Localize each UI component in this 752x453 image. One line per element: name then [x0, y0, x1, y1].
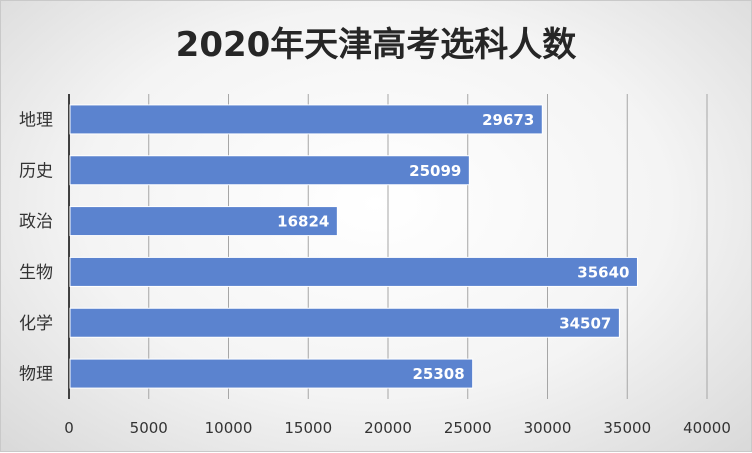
- category-label: 物理: [19, 365, 53, 385]
- x-tick-label: 25000: [444, 419, 492, 437]
- bar: [69, 358, 474, 389]
- x-tick-label: 15000: [284, 419, 332, 437]
- bar: [69, 206, 338, 237]
- category-label: 政治: [19, 212, 53, 232]
- bar: [69, 104, 543, 135]
- data-label: 25308: [412, 365, 464, 383]
- x-tick-label: 0: [64, 419, 74, 437]
- x-tick-label: 10000: [205, 419, 253, 437]
- chart-title: 2020年天津高考选科人数: [175, 25, 577, 65]
- x-tick-label: 35000: [603, 419, 651, 437]
- x-tick-label: 40000: [683, 419, 731, 437]
- x-tick-label: 20000: [364, 419, 412, 437]
- bar: [69, 307, 620, 338]
- category-label: 生物: [19, 263, 53, 283]
- data-label: 25099: [409, 162, 461, 180]
- bar: [69, 256, 638, 287]
- x-tick-label: 30000: [524, 419, 572, 437]
- data-label: 16824: [277, 213, 329, 231]
- bar: [69, 155, 470, 186]
- category-label: 历史: [19, 161, 53, 181]
- data-label: 29673: [482, 111, 534, 129]
- category-label: 地理: [19, 110, 53, 130]
- data-label: 35640: [577, 263, 629, 281]
- category-label: 化学: [19, 314, 53, 334]
- x-tick-label: 5000: [130, 419, 168, 437]
- data-label: 34507: [559, 314, 611, 332]
